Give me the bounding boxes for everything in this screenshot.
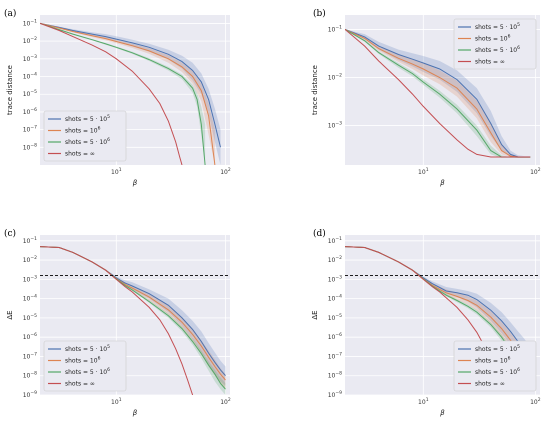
series-line — [40, 246, 194, 395]
panel-label: (c) — [4, 228, 16, 239]
series-group — [40, 22, 221, 165]
y-axis-label: ΔE — [6, 310, 14, 319]
panel-b: (b)10−1 10−2 10−3 101 102 β trace distance shot… — [311, 8, 541, 187]
series-group — [345, 28, 531, 159]
y-tick-label: 10−7 — [23, 351, 37, 360]
x-tick-label: 101 — [418, 397, 429, 406]
legend-label: shots = 106 — [65, 126, 101, 135]
panel-label: (d) — [313, 228, 326, 239]
y-tick-label: 10−3 — [328, 120, 342, 129]
x-axis-label: β — [133, 409, 138, 417]
legend-label: shots = 5 · 106 — [65, 137, 110, 146]
x-tick-label: 101 — [111, 397, 122, 406]
y-tick-label: 10−8 — [23, 371, 37, 380]
x-axis-label: β — [133, 179, 138, 187]
legend: shots = 5 · 105 shots = 106 shots = 5 · 10… — [43, 110, 127, 162]
legend-label: shots = 5 · 105 — [475, 22, 520, 31]
y-tick-label: 10−4 — [328, 294, 342, 303]
x-tick-label: 101 — [418, 167, 429, 176]
legend-label: shots = ∞ — [475, 381, 505, 388]
series-line — [40, 22, 206, 165]
y-tick-label: 10−9 — [328, 390, 342, 399]
y-tick-label: 10−1 — [23, 236, 37, 245]
panel-a: (a) 10−1 10−2 10−3 10−4 10−5 10−6 10−7 10−8 101 10… — [4, 8, 231, 187]
y-tick-label: 10−3 — [23, 274, 37, 283]
legend-label: shots = 5 · 105 — [65, 344, 110, 353]
legend: shots = 5 · 105 shots = 106 shots = 5 · 10… — [43, 340, 127, 392]
legend-label: shots = 106 — [475, 34, 511, 43]
y-tick-label: 10−1 — [328, 236, 342, 245]
y-tick-label: 10−8 — [328, 371, 342, 380]
y-axis-label: trace distance — [6, 65, 14, 115]
y-tick-label: 10−1 — [23, 18, 37, 27]
confidence-band — [345, 29, 531, 159]
legend-label: shots = 5 · 106 — [475, 367, 520, 376]
y-tick-label: 10−9 — [23, 390, 37, 399]
y-axis-label: trace distance — [311, 65, 319, 115]
y-tick-label: 10−6 — [23, 332, 37, 341]
y-tick-label: 10−4 — [23, 72, 37, 81]
x-axis-label: β — [440, 409, 445, 417]
x-tick-label: 102 — [530, 397, 541, 406]
series-line — [40, 22, 216, 165]
y-tick-label: 10−5 — [328, 313, 342, 322]
legend-frame — [43, 340, 127, 392]
series-group — [40, 246, 226, 395]
legend-frame — [453, 340, 537, 392]
series-line — [40, 22, 221, 148]
legend-label: shots = ∞ — [65, 381, 95, 388]
panel-label: (b) — [313, 8, 326, 19]
y-tick-label: 10−2 — [328, 72, 342, 81]
panel-label: (a) — [4, 8, 16, 19]
legend-label: shots = 5 · 105 — [475, 344, 520, 353]
y-tick-label: 10−6 — [23, 107, 37, 116]
y-tick-label: 10−7 — [328, 351, 342, 360]
x-tick-label: 102 — [220, 397, 231, 406]
y-tick-label: 10−1 — [328, 24, 342, 33]
y-tick-label: 10−3 — [328, 274, 342, 283]
panel-d: (d)10−1 10−2 10−3 10−4 10−5 10−6 10−7 10−8 10−9 1… — [311, 228, 541, 417]
y-tick-label: 10−5 — [23, 313, 37, 322]
legend-frame — [43, 110, 127, 162]
series-line — [345, 29, 531, 158]
legend-label: shots = 106 — [65, 356, 101, 365]
panel-c: (c) 10−1 10−2 10−3 10−4 10−5 10−6 10−7 10−8 10−9 1… — [4, 228, 231, 417]
y-tick-label: 10−7 — [23, 125, 37, 134]
legend: shots = 5 · 105 shots = 106 shots = 5 · 10… — [453, 18, 537, 70]
y-tick-label: 10−6 — [328, 332, 342, 341]
legend-frame — [453, 18, 537, 70]
y-tick-label: 10−4 — [23, 294, 37, 303]
x-axis-label: β — [440, 179, 445, 187]
x-tick-label: 102 — [220, 167, 231, 176]
y-tick-label: 10−2 — [23, 255, 37, 264]
legend-label: shots = 5 · 106 — [65, 367, 110, 376]
y-tick-label: 10−8 — [23, 142, 37, 151]
confidence-band — [40, 23, 215, 165]
legend-label: shots = 5 · 106 — [475, 45, 520, 54]
confidence-band — [40, 23, 221, 165]
confidence-band — [345, 29, 531, 159]
y-tick-label: 10−2 — [328, 255, 342, 264]
legend-label: shots = ∞ — [475, 59, 505, 66]
legend: shots = 5 · 105 shots = 106 shots = 5 · 10… — [453, 340, 537, 392]
x-tick-label: 102 — [530, 167, 541, 176]
y-tick-label: 10−5 — [23, 89, 37, 98]
legend-label: shots = 106 — [475, 356, 511, 365]
series-line — [345, 28, 531, 158]
y-tick-label: 10−3 — [23, 54, 37, 63]
y-axis-label: ΔE — [311, 310, 319, 319]
x-tick-label: 101 — [111, 167, 122, 176]
legend-label: shots = 5 · 105 — [65, 114, 110, 123]
y-tick-label: 10−2 — [23, 36, 37, 45]
series-line — [40, 22, 183, 165]
legend-label: shots = ∞ — [65, 151, 95, 158]
